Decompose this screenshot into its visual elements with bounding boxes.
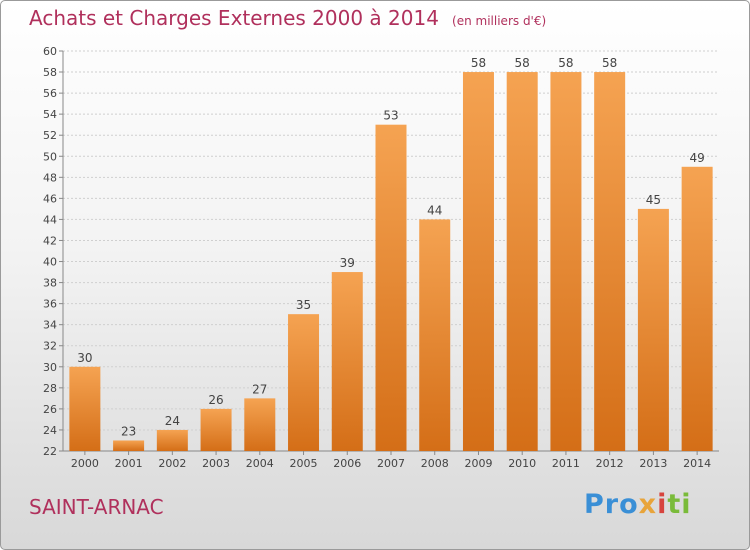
commune-name: SAINT-ARNAC xyxy=(29,495,164,519)
bar-value-label: 45 xyxy=(646,193,661,207)
x-tick-label: 2008 xyxy=(421,457,449,470)
y-tick-label: 56 xyxy=(43,87,57,100)
x-tick-label: 2007 xyxy=(377,457,405,470)
bar xyxy=(331,272,363,451)
labels: 22 24 26 28 30 32 34 36 38 40 42 44 46 48 50 52 54 56 58 60… xyxy=(43,45,711,470)
logo-part-4: ti xyxy=(667,489,692,520)
x-tick-label: 2009 xyxy=(464,457,492,470)
chart-title-main: Achats et Charges Externes 2000 à 2014 xyxy=(29,6,439,30)
y-tick-label: 40 xyxy=(43,256,57,269)
y-tick-label: 34 xyxy=(43,319,57,332)
bar-value-label: 58 xyxy=(602,56,617,70)
bar-value-label: 26 xyxy=(208,393,223,407)
chart-title-unit: (en milliers d'€) xyxy=(452,14,547,28)
bar xyxy=(594,72,626,451)
y-tick-label: 24 xyxy=(43,424,57,437)
logo-part-2: x xyxy=(638,489,658,520)
x-tick-label: 2004 xyxy=(246,457,274,470)
bar xyxy=(550,72,582,451)
x-tick-label: 2014 xyxy=(683,457,711,470)
y-tick-label: 22 xyxy=(43,445,57,458)
x-tick-label: 2002 xyxy=(158,457,186,470)
proxiti-logo: Proxiti xyxy=(584,489,692,520)
x-tick-label: 2011 xyxy=(552,457,580,470)
bar-value-label: 39 xyxy=(340,256,355,270)
bar-value-label: 30 xyxy=(77,351,92,365)
bar xyxy=(200,408,232,451)
bar-value-label: 58 xyxy=(558,56,573,70)
y-tick-label: 58 xyxy=(43,66,57,79)
y-tick-label: 54 xyxy=(43,108,57,121)
bar xyxy=(681,166,713,451)
bar xyxy=(113,440,145,451)
y-tick-label: 30 xyxy=(43,361,57,374)
y-tick-label: 48 xyxy=(43,171,57,184)
bar xyxy=(244,398,276,451)
y-tick-label: 42 xyxy=(43,234,57,247)
bar-value-label: 44 xyxy=(427,203,442,217)
x-tick-label: 2001 xyxy=(115,457,143,470)
y-tick-label: 26 xyxy=(43,403,57,416)
x-tick-label: 2013 xyxy=(639,457,667,470)
bar xyxy=(462,72,494,451)
bar-value-label: 23 xyxy=(121,424,136,438)
x-tick-label: 2005 xyxy=(290,457,318,470)
bar-value-label: 27 xyxy=(252,382,267,396)
bar xyxy=(506,72,538,451)
bar xyxy=(419,219,451,451)
chart-title: Achats et Charges Externes 2000 à 2014 (… xyxy=(29,6,546,30)
bar xyxy=(288,314,320,451)
y-tick-label: 60 xyxy=(43,45,57,58)
x-tick-label: 2010 xyxy=(508,457,536,470)
bar-value-label: 58 xyxy=(515,56,530,70)
y-tick-label: 44 xyxy=(43,213,57,226)
bars xyxy=(69,72,713,452)
x-tick-label: 2012 xyxy=(596,457,624,470)
x-tick-label: 2003 xyxy=(202,457,230,470)
bar xyxy=(637,208,669,451)
bar xyxy=(156,429,188,451)
y-tick-label: 52 xyxy=(43,129,57,142)
logo-part-1: Pro xyxy=(584,489,639,520)
bar xyxy=(375,124,407,452)
y-tick-label: 32 xyxy=(43,340,57,353)
bar-value-label: 58 xyxy=(471,56,486,70)
y-tick-label: 50 xyxy=(43,150,57,163)
bar-value-label: 49 xyxy=(689,151,704,165)
x-tick-label: 2000 xyxy=(71,457,99,470)
y-tick-label: 46 xyxy=(43,192,57,205)
y-tick-label: 28 xyxy=(43,382,57,395)
y-tick-label: 38 xyxy=(43,277,57,290)
x-tick-label: 2006 xyxy=(333,457,361,470)
bar-value-label: 53 xyxy=(383,109,398,123)
bar-value-label: 24 xyxy=(165,414,180,428)
bar xyxy=(69,366,101,451)
bar-value-label: 35 xyxy=(296,298,311,312)
logo-part-3: i xyxy=(657,489,668,520)
y-tick-label: 36 xyxy=(43,298,57,311)
